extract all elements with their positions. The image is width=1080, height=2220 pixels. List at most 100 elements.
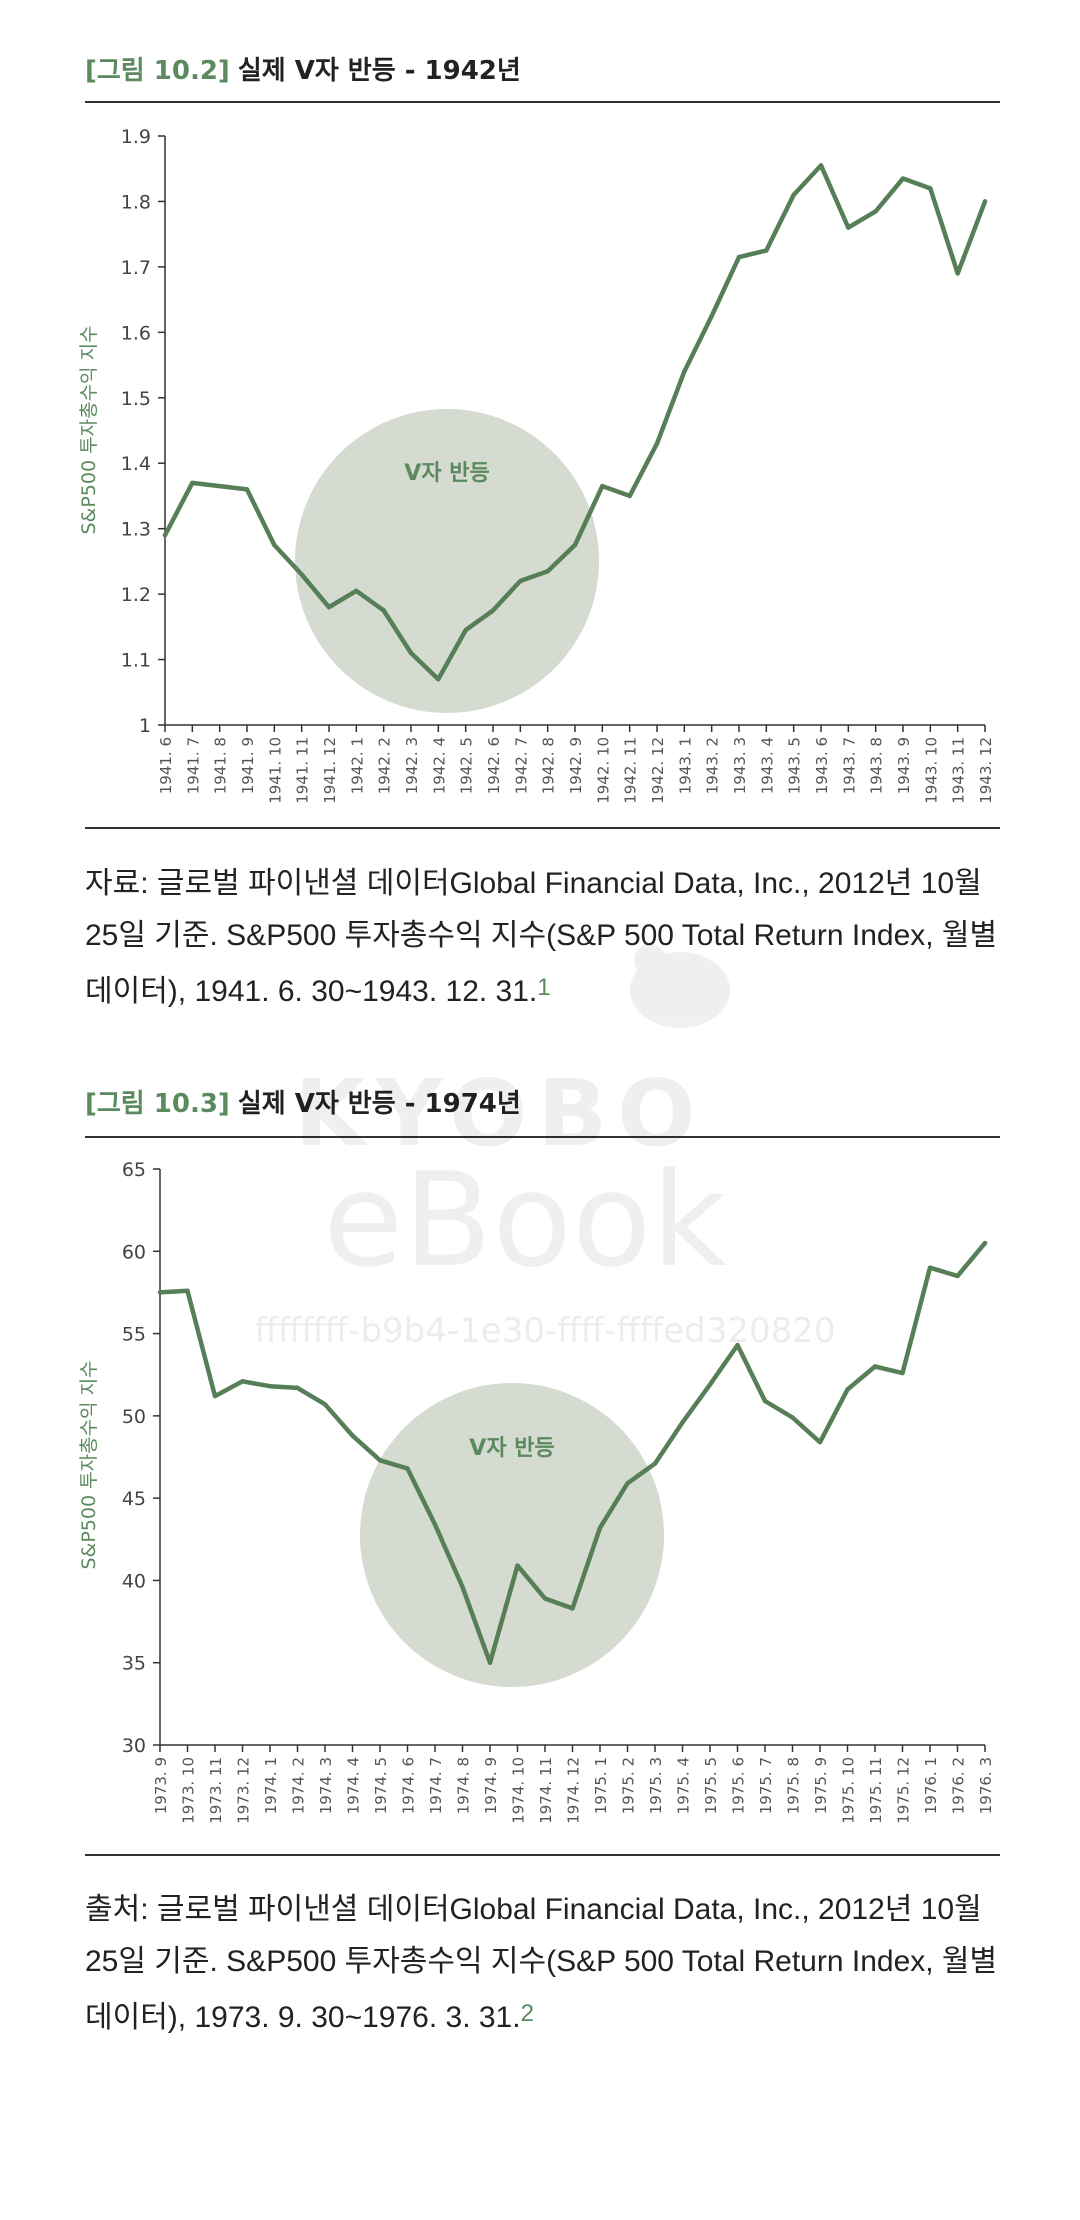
data-point	[873, 209, 878, 214]
y-tick-label: 1.4	[121, 453, 151, 475]
x-tick-label: 1942. 1	[348, 737, 366, 794]
data-point	[597, 1525, 603, 1530]
x-tick-label: 1975. 1	[592, 1757, 610, 1814]
x-tick-label: 1975. 4	[675, 1757, 693, 1814]
data-point	[600, 483, 605, 489]
y-tick-label: 1.9	[121, 126, 151, 148]
data-point	[817, 1439, 823, 1445]
data-point	[432, 1522, 438, 1527]
x-tick-label: 1943. 2	[704, 737, 722, 794]
x-tick-label: 1943. 6	[813, 737, 831, 794]
y-tick-label: 60	[122, 1241, 146, 1263]
x-tick-label: 1976. 2	[950, 1757, 968, 1814]
data-point	[299, 572, 304, 577]
x-tick-label: 1941. 11	[294, 737, 312, 804]
data-point	[900, 176, 906, 181]
figure1-tag: [그림 10.2]	[85, 56, 230, 86]
data-point	[322, 1402, 328, 1407]
x-tick-label: 1975. 5	[702, 1757, 720, 1814]
x-tick-label: 1943. 8	[868, 737, 886, 794]
data-point	[244, 487, 250, 492]
x-tick-label: 1942. 12	[649, 737, 667, 804]
y-axis-label: S&P500 투자총수익 지수	[78, 325, 100, 534]
x-tick-label: 1974. 7	[427, 1757, 445, 1814]
figure1-heading: 실제 V자 반등 - 1942년	[237, 56, 521, 86]
x-tick-label: 1974. 9	[482, 1757, 500, 1814]
data-point	[818, 163, 824, 168]
y-tick-label: 50	[122, 1406, 146, 1428]
x-tick-label: 1974. 8	[455, 1757, 473, 1814]
data-point	[436, 676, 441, 682]
x-tick-label: 1975. 11	[867, 1757, 885, 1824]
x-tick-label: 1943. 3	[731, 737, 749, 794]
x-tick-label: 1975. 8	[785, 1757, 803, 1814]
data-point	[846, 225, 851, 230]
x-tick-label: 1974. 2	[290, 1757, 308, 1814]
x-tick-label: 1941. 9	[239, 737, 257, 794]
y-tick-label: 55	[122, 1324, 146, 1346]
data-point	[845, 1387, 850, 1392]
v-rebound-annotation: V자 반등	[469, 1436, 554, 1461]
data-point	[408, 650, 414, 656]
x-tick-label: 1942. 10	[594, 737, 612, 804]
x-tick-label: 1973. 11	[207, 1757, 225, 1824]
data-point	[955, 1273, 960, 1279]
data-point	[518, 578, 523, 584]
y-tick-label: 35	[122, 1653, 146, 1675]
data-point	[272, 542, 277, 548]
x-tick-label: 1973. 12	[235, 1757, 253, 1824]
data-point	[326, 605, 332, 610]
data-point	[982, 199, 988, 204]
figure2-footnote: 2	[520, 2000, 534, 2027]
data-point	[354, 588, 359, 594]
data-point	[680, 1420, 685, 1425]
figure2-bottom-rule	[85, 1854, 1000, 1856]
x-tick-label: 1942. 4	[430, 737, 448, 794]
data-point	[927, 1265, 933, 1270]
figure2-title: [그림 10.3] 실제 V자 반등 - 1974년	[85, 1083, 521, 1120]
data-point	[736, 254, 742, 260]
x-tick-label: 1974. 11	[537, 1757, 555, 1824]
data-point	[762, 1398, 768, 1404]
data-point	[735, 1342, 740, 1348]
x-tick-label: 1943. 4	[758, 737, 776, 794]
x-tick-label: 1943. 11	[950, 737, 968, 804]
data-point	[295, 1385, 300, 1391]
data-point	[572, 542, 578, 548]
data-point	[682, 369, 687, 374]
x-tick-label: 1975. 6	[730, 1757, 748, 1814]
x-tick-label: 1974. 3	[317, 1757, 335, 1814]
data-point	[928, 186, 933, 191]
data-point	[217, 483, 222, 489]
data-point	[709, 313, 714, 319]
x-tick-label: 1974. 10	[510, 1757, 528, 1824]
figure1-bottom-rule	[85, 827, 1000, 829]
y-tick-label: 1.2	[121, 584, 151, 606]
x-tick-label: 1941. 12	[321, 737, 339, 804]
figure2-caption: 출처: 글로벌 파이낸셜 데이터Global Financial Data, I…	[85, 1884, 1005, 2044]
data-point	[490, 608, 496, 613]
data-point	[240, 1379, 245, 1384]
figure2-tag: [그림 10.3]	[85, 1089, 230, 1119]
x-tick-label: 1943. 1	[676, 737, 694, 794]
x-tick-label: 1941. 6	[157, 737, 175, 794]
data-point	[872, 1364, 878, 1369]
data-point	[350, 1433, 355, 1438]
y-tick-label: 1.7	[121, 257, 151, 279]
data-point	[764, 248, 769, 253]
figure1-footnote: 1	[537, 974, 551, 1001]
x-tick-label: 1943. 7	[840, 737, 858, 794]
data-point	[190, 480, 195, 486]
x-tick-label: 1974. 12	[565, 1757, 583, 1824]
y-axis-label: S&P500 투자총수익 지수	[78, 1360, 100, 1569]
x-tick-label: 1975. 2	[620, 1757, 638, 1814]
data-point	[267, 1384, 273, 1389]
x-tick-label: 1943. 12	[977, 737, 995, 804]
figure2-top-rule	[85, 1136, 1000, 1138]
figure2-chart: V자 반등 30 35 40 45 50 55 60 65 1973. 9 1973. 10 1973…	[78, 1159, 995, 1824]
x-tick-label: 1975. 3	[647, 1757, 665, 1814]
data-point	[487, 1660, 493, 1665]
x-tick-label: 1942. 6	[485, 737, 503, 794]
x-tick-label: 1943. 5	[786, 737, 804, 794]
figure2-heading: 실제 V자 반등 - 1974년	[237, 1089, 521, 1119]
